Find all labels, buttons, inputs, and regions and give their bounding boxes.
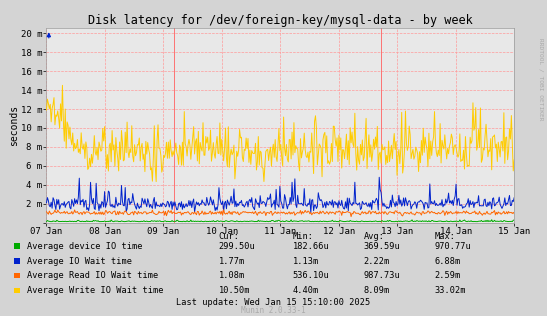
Text: 8.09m: 8.09m bbox=[364, 286, 390, 295]
Text: Average Read IO Wait time: Average Read IO Wait time bbox=[27, 271, 159, 280]
Text: Average IO Wait time: Average IO Wait time bbox=[27, 257, 132, 265]
Text: 970.77u: 970.77u bbox=[435, 242, 472, 251]
Text: Average Write IO Wait time: Average Write IO Wait time bbox=[27, 286, 164, 295]
Text: 182.66u: 182.66u bbox=[293, 242, 329, 251]
Text: 1.13m: 1.13m bbox=[293, 257, 319, 265]
Text: 299.50u: 299.50u bbox=[219, 242, 255, 251]
Y-axis label: seconds: seconds bbox=[9, 105, 20, 146]
Text: 1.77m: 1.77m bbox=[219, 257, 245, 265]
Text: Munin 2.0.33-1: Munin 2.0.33-1 bbox=[241, 307, 306, 315]
Text: 10.50m: 10.50m bbox=[219, 286, 251, 295]
Text: 2.22m: 2.22m bbox=[364, 257, 390, 265]
Text: Max:: Max: bbox=[435, 232, 456, 241]
Text: Min:: Min: bbox=[293, 232, 313, 241]
Text: 987.73u: 987.73u bbox=[364, 271, 400, 280]
Text: 2.59m: 2.59m bbox=[435, 271, 461, 280]
Text: 4.40m: 4.40m bbox=[293, 286, 319, 295]
Text: 536.10u: 536.10u bbox=[293, 271, 329, 280]
Text: 369.59u: 369.59u bbox=[364, 242, 400, 251]
Text: 6.88m: 6.88m bbox=[435, 257, 461, 265]
Text: Avg:: Avg: bbox=[364, 232, 385, 241]
Text: Cur:: Cur: bbox=[219, 232, 240, 241]
Text: 1.08m: 1.08m bbox=[219, 271, 245, 280]
Text: Last update: Wed Jan 15 15:10:00 2025: Last update: Wed Jan 15 15:10:00 2025 bbox=[176, 298, 371, 307]
Title: Disk latency for /dev/foreign-key/mysql-data - by week: Disk latency for /dev/foreign-key/mysql-… bbox=[88, 14, 473, 27]
Text: RRDTOOL / TOBI OETIKER: RRDTOOL / TOBI OETIKER bbox=[538, 38, 543, 120]
Text: 33.02m: 33.02m bbox=[435, 286, 467, 295]
Text: Average device IO time: Average device IO time bbox=[27, 242, 143, 251]
